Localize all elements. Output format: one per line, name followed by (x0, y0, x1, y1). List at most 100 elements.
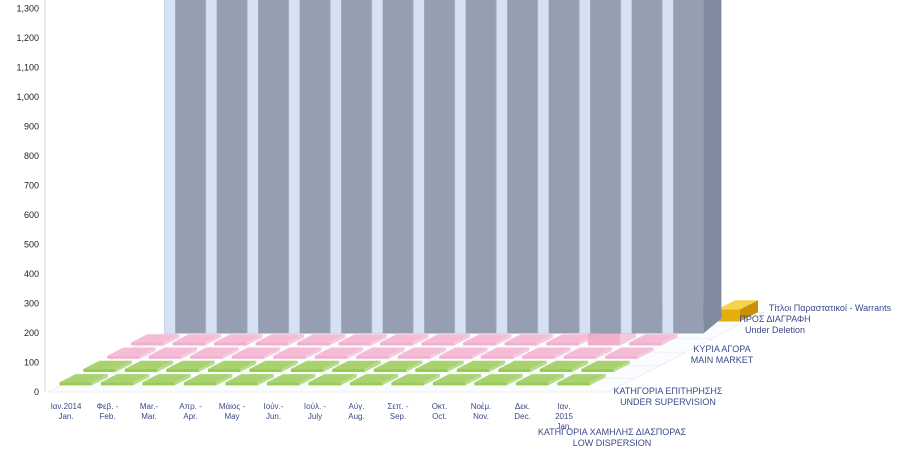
strip-front (249, 369, 282, 373)
x-tick-label: Μάιος - (219, 402, 246, 411)
strip-top (308, 374, 357, 383)
strip-front (338, 342, 372, 346)
strip-top (439, 347, 488, 356)
bar-right (703, 0, 722, 334)
x-tick-label: Ιαν.2014 (51, 402, 82, 411)
strip-side (216, 374, 233, 386)
strip-side (596, 347, 613, 359)
strip-front (546, 342, 579, 346)
series-label: ΚΑΤΗΓΟΡΙΑ ΕΠΙΤΗΡΗΣΗΣ (614, 386, 723, 396)
strip-front (266, 382, 300, 386)
strip-top (314, 347, 364, 356)
x-tick-label: Jun. (266, 412, 281, 421)
strip-front (166, 369, 199, 373)
strip-front (59, 382, 92, 386)
strip-front (356, 355, 389, 359)
strip-top (83, 360, 132, 370)
strip-front (563, 355, 597, 359)
strip-top (172, 334, 222, 343)
strip-front (225, 382, 258, 386)
x-tick-label: Ιούν.- (264, 402, 284, 411)
strip-side (454, 334, 471, 346)
strip-top (297, 334, 346, 343)
strip-front (498, 369, 531, 373)
y-tick-label: 0 (34, 387, 39, 397)
strip-front (273, 355, 306, 359)
strip-top (539, 360, 589, 370)
strip-front (581, 369, 614, 373)
strip-top (415, 360, 464, 370)
x-tick-label: Feb. (99, 412, 115, 421)
strip-front (214, 342, 247, 346)
strip-top (498, 360, 547, 370)
strip-side (471, 347, 488, 359)
strip-front (183, 382, 217, 386)
strip-top (214, 334, 263, 343)
strip-front (290, 369, 324, 373)
bar-front (579, 0, 591, 334)
x-tick-label: Sep. (390, 412, 406, 421)
strip-top (207, 360, 257, 370)
y-tick-label: 1,000 (16, 92, 39, 102)
strip-top (397, 347, 447, 356)
strip-top (332, 360, 381, 370)
x-tick-label: Jan. (556, 422, 571, 431)
y-tick-label: 1,100 (16, 63, 39, 73)
strip-side (388, 347, 405, 359)
y-tick-label: 600 (24, 210, 39, 220)
strip-top (107, 347, 156, 356)
strip-side (181, 347, 198, 359)
series-label: ΚΑΤΗΓΟΡΙΑ ΧΑΜΗΛΗΣ ΔΙΑΣΠΟΡΑΣ (538, 427, 687, 437)
x-tick-label: July (308, 412, 322, 421)
x-tick-label: Δεκ. (515, 402, 530, 411)
strip-side (257, 374, 274, 386)
strip-top (273, 347, 322, 356)
strip-front (142, 382, 175, 386)
x-tick-label: Νοέμ. (471, 402, 492, 411)
strip-side (613, 360, 630, 373)
x-tick-label: Φεβ. - (97, 402, 119, 411)
strip-side (240, 360, 257, 373)
strip-side (661, 334, 678, 346)
gold-bar-side (739, 300, 759, 322)
bar-front (620, 0, 633, 334)
strip-front (308, 382, 341, 386)
strip-side (589, 374, 606, 386)
strip-front (439, 355, 472, 359)
strip-front (463, 342, 496, 346)
bar-front (247, 0, 259, 334)
y-axis: 0 100 200 300 400 500 600 700 800 900 1,000 1,100 1,… (16, 0, 46, 397)
x-tick-label: Απρ. - (179, 402, 202, 411)
bar-face (382, 0, 413, 334)
strip-side (288, 334, 305, 346)
x-tick-label: Dec. (514, 412, 530, 421)
strip-side (340, 374, 357, 386)
y-tick-label: 1,200 (16, 33, 39, 43)
strip-front (432, 382, 466, 386)
strip-side (163, 334, 180, 346)
bar-front (205, 0, 218, 334)
strip-side (637, 347, 654, 359)
strip-front (504, 342, 538, 346)
strip-top (249, 360, 298, 370)
strip-side (222, 347, 239, 359)
gold-bar-top (717, 300, 759, 310)
strip-side (465, 374, 482, 386)
strip-side (323, 360, 340, 373)
strip-front (131, 342, 164, 346)
strip-top (59, 374, 108, 383)
strip-side (264, 347, 281, 359)
strip-side (537, 334, 554, 346)
x-tick-label: Jan. (58, 412, 73, 421)
strip-top (338, 334, 388, 343)
strip-top (290, 360, 340, 370)
strip-side (423, 374, 440, 386)
strip-side (246, 334, 263, 346)
series-label: Under Deletion (745, 325, 805, 335)
y-tick-label: 1,300 (16, 4, 39, 14)
gold-bar-front (717, 309, 740, 322)
tall-bars (164, 0, 722, 334)
strip-top (166, 360, 215, 370)
strip-front (107, 355, 140, 359)
